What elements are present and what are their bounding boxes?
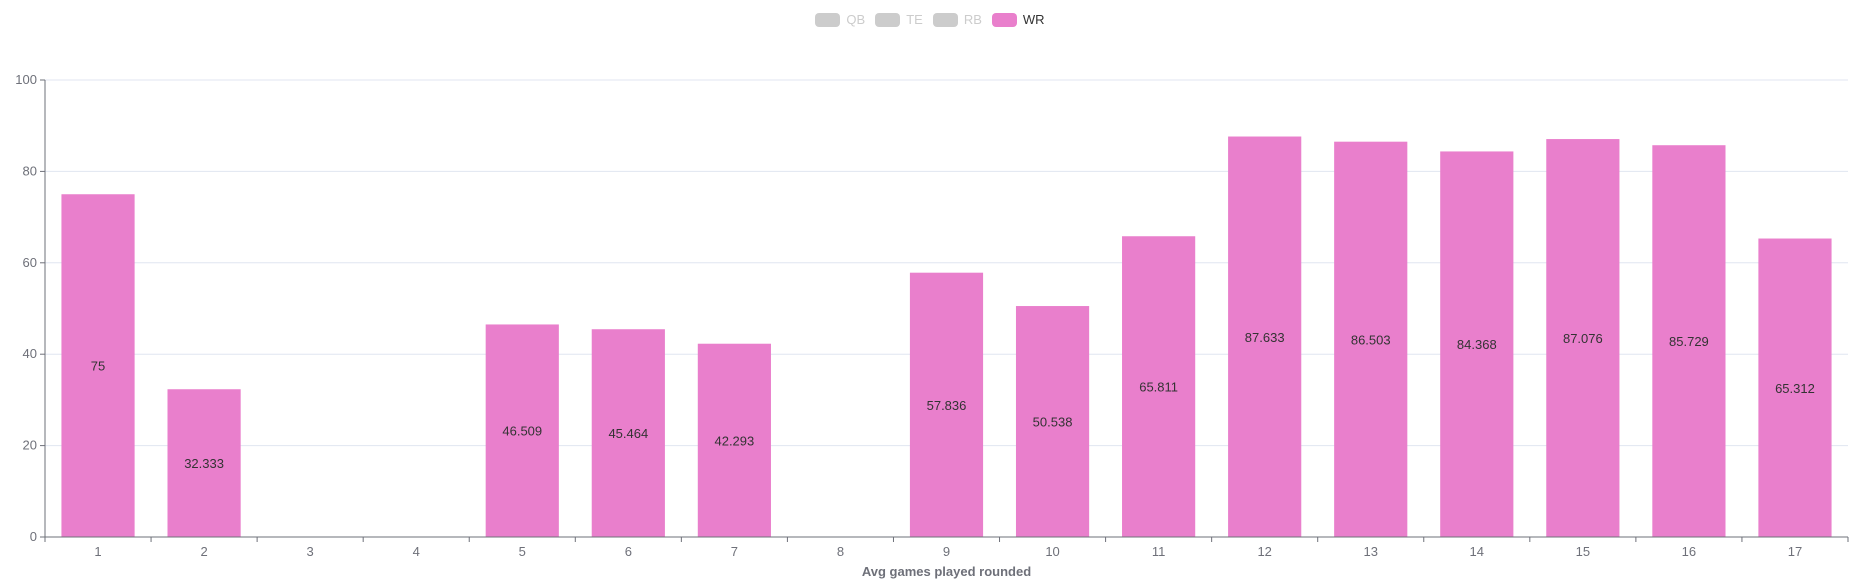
bar-value-label-2: 32.333 <box>184 456 224 471</box>
x-tick-label-10: 10 <box>1045 544 1059 559</box>
bar-value-label-15: 87.076 <box>1563 331 1603 346</box>
bar-1[interactable] <box>61 194 135 537</box>
x-tick-label-9: 9 <box>943 544 950 559</box>
x-axis-title: Avg games played rounded <box>862 564 1031 579</box>
x-tick-label-1: 1 <box>94 544 101 559</box>
y-tick-label: 40 <box>23 346 37 361</box>
bar-value-label-1: 75 <box>91 359 105 374</box>
legend-label-qb: QB <box>846 12 866 27</box>
y-tick-label: 100 <box>15 72 37 87</box>
bar-value-label-13: 86.503 <box>1351 332 1391 347</box>
bar-value-label-5: 46.509 <box>502 424 542 439</box>
bar-5[interactable] <box>485 324 559 537</box>
x-tick-label-8: 8 <box>837 544 844 559</box>
x-tick-label-11: 11 <box>1152 544 1166 559</box>
x-tick-label-5: 5 <box>519 544 526 559</box>
x-tick-label-3: 3 <box>307 544 314 559</box>
y-tick-label: 60 <box>23 255 37 270</box>
legend-label-te: TE <box>906 12 923 27</box>
bar-11[interactable] <box>1122 236 1196 538</box>
bar-15[interactable] <box>1546 139 1620 537</box>
legend-swatch-qb <box>815 12 841 27</box>
bar-value-label-10: 50.538 <box>1033 415 1073 430</box>
x-tick-label-6: 6 <box>625 544 632 559</box>
legend-swatch-wr <box>991 12 1017 27</box>
x-tick-label-16: 16 <box>1682 544 1696 559</box>
legend-item-rb[interactable]: RB <box>932 12 982 27</box>
x-tick-label-7: 7 <box>731 544 738 559</box>
x-tick-label-2: 2 <box>200 544 207 559</box>
legend-label-rb: RB <box>963 12 982 27</box>
legend-item-wr[interactable]: WR <box>991 12 1045 27</box>
x-tick-label-15: 15 <box>1576 544 1590 559</box>
chart-legend: QB TE RB WR <box>0 12 1860 27</box>
bar-16[interactable] <box>1652 145 1726 537</box>
x-tick-label-14: 14 <box>1470 544 1484 559</box>
x-tick-label-17: 17 <box>1788 544 1802 559</box>
bar-value-label-14: 84.368 <box>1457 337 1497 352</box>
bar-value-label-7: 42.293 <box>714 433 754 448</box>
legend-swatch-rb <box>932 12 958 27</box>
bar-14[interactable] <box>1440 151 1514 537</box>
bar-10[interactable] <box>1015 306 1090 537</box>
bar-2[interactable] <box>167 389 241 537</box>
bar-value-label-12: 87.633 <box>1245 330 1285 345</box>
bar-value-label-6: 45.464 <box>608 426 648 441</box>
legend-item-te[interactable]: TE <box>875 12 923 27</box>
y-tick-label: 0 <box>30 529 37 544</box>
legend-label-wr: WR <box>1022 12 1045 27</box>
bar-9[interactable] <box>909 272 984 537</box>
bar-value-label-17: 65.312 <box>1775 381 1815 396</box>
x-tick-label-13: 13 <box>1364 544 1378 559</box>
bar-13[interactable] <box>1334 141 1408 538</box>
bar-6[interactable] <box>591 329 665 537</box>
y-tick-label: 80 <box>23 163 37 178</box>
bar-17[interactable] <box>1758 238 1832 537</box>
bar-7[interactable] <box>697 343 771 537</box>
bar-value-label-11: 65.811 <box>1139 380 1178 395</box>
y-tick-label: 20 <box>23 438 37 453</box>
legend-swatch-te <box>875 12 901 27</box>
x-tick-label-12: 12 <box>1257 544 1271 559</box>
bar-value-label-9: 57.836 <box>927 398 967 413</box>
x-tick-label-4: 4 <box>413 544 420 559</box>
bar-value-label-16: 85.729 <box>1669 334 1709 349</box>
bar-12[interactable] <box>1228 136 1302 537</box>
legend-item-qb[interactable]: QB <box>815 12 865 27</box>
